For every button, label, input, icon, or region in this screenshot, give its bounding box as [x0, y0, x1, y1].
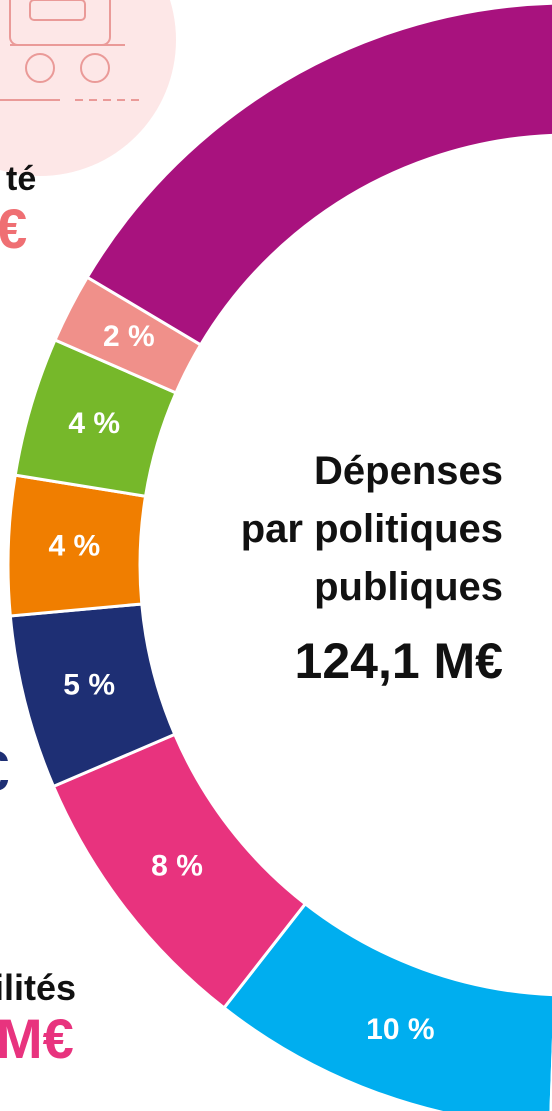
value-label: 2 % [103, 320, 155, 353]
value-label: 8 % [151, 850, 203, 883]
chart-subtitle: 124,1 M€ [295, 633, 503, 689]
value-label: 4 % [68, 407, 120, 440]
fragment-text: M€ [0, 1007, 74, 1070]
chart: 10 % 8 % 5 % 4 % 4 % 2 % Dépenses par politique… [0, 0, 552, 1111]
decor-circle [0, 0, 176, 176]
value-label: 10 % [366, 1013, 434, 1046]
page: 10 % 8 % 5 % 4 % 4 % 2 % Dépenses par politique… [0, 0, 552, 1111]
chart-title: Dépenses [314, 449, 503, 493]
fragment-text: € [0, 739, 9, 802]
chart-title: publiques [314, 565, 503, 609]
fragment-text: € [0, 197, 27, 260]
chart-title: par politiques [241, 507, 503, 551]
value-label: 5 % [63, 669, 115, 702]
fragment-text: té [6, 160, 36, 198]
fragment-text: ilités [0, 967, 76, 1008]
value-label: 4 % [48, 530, 100, 563]
